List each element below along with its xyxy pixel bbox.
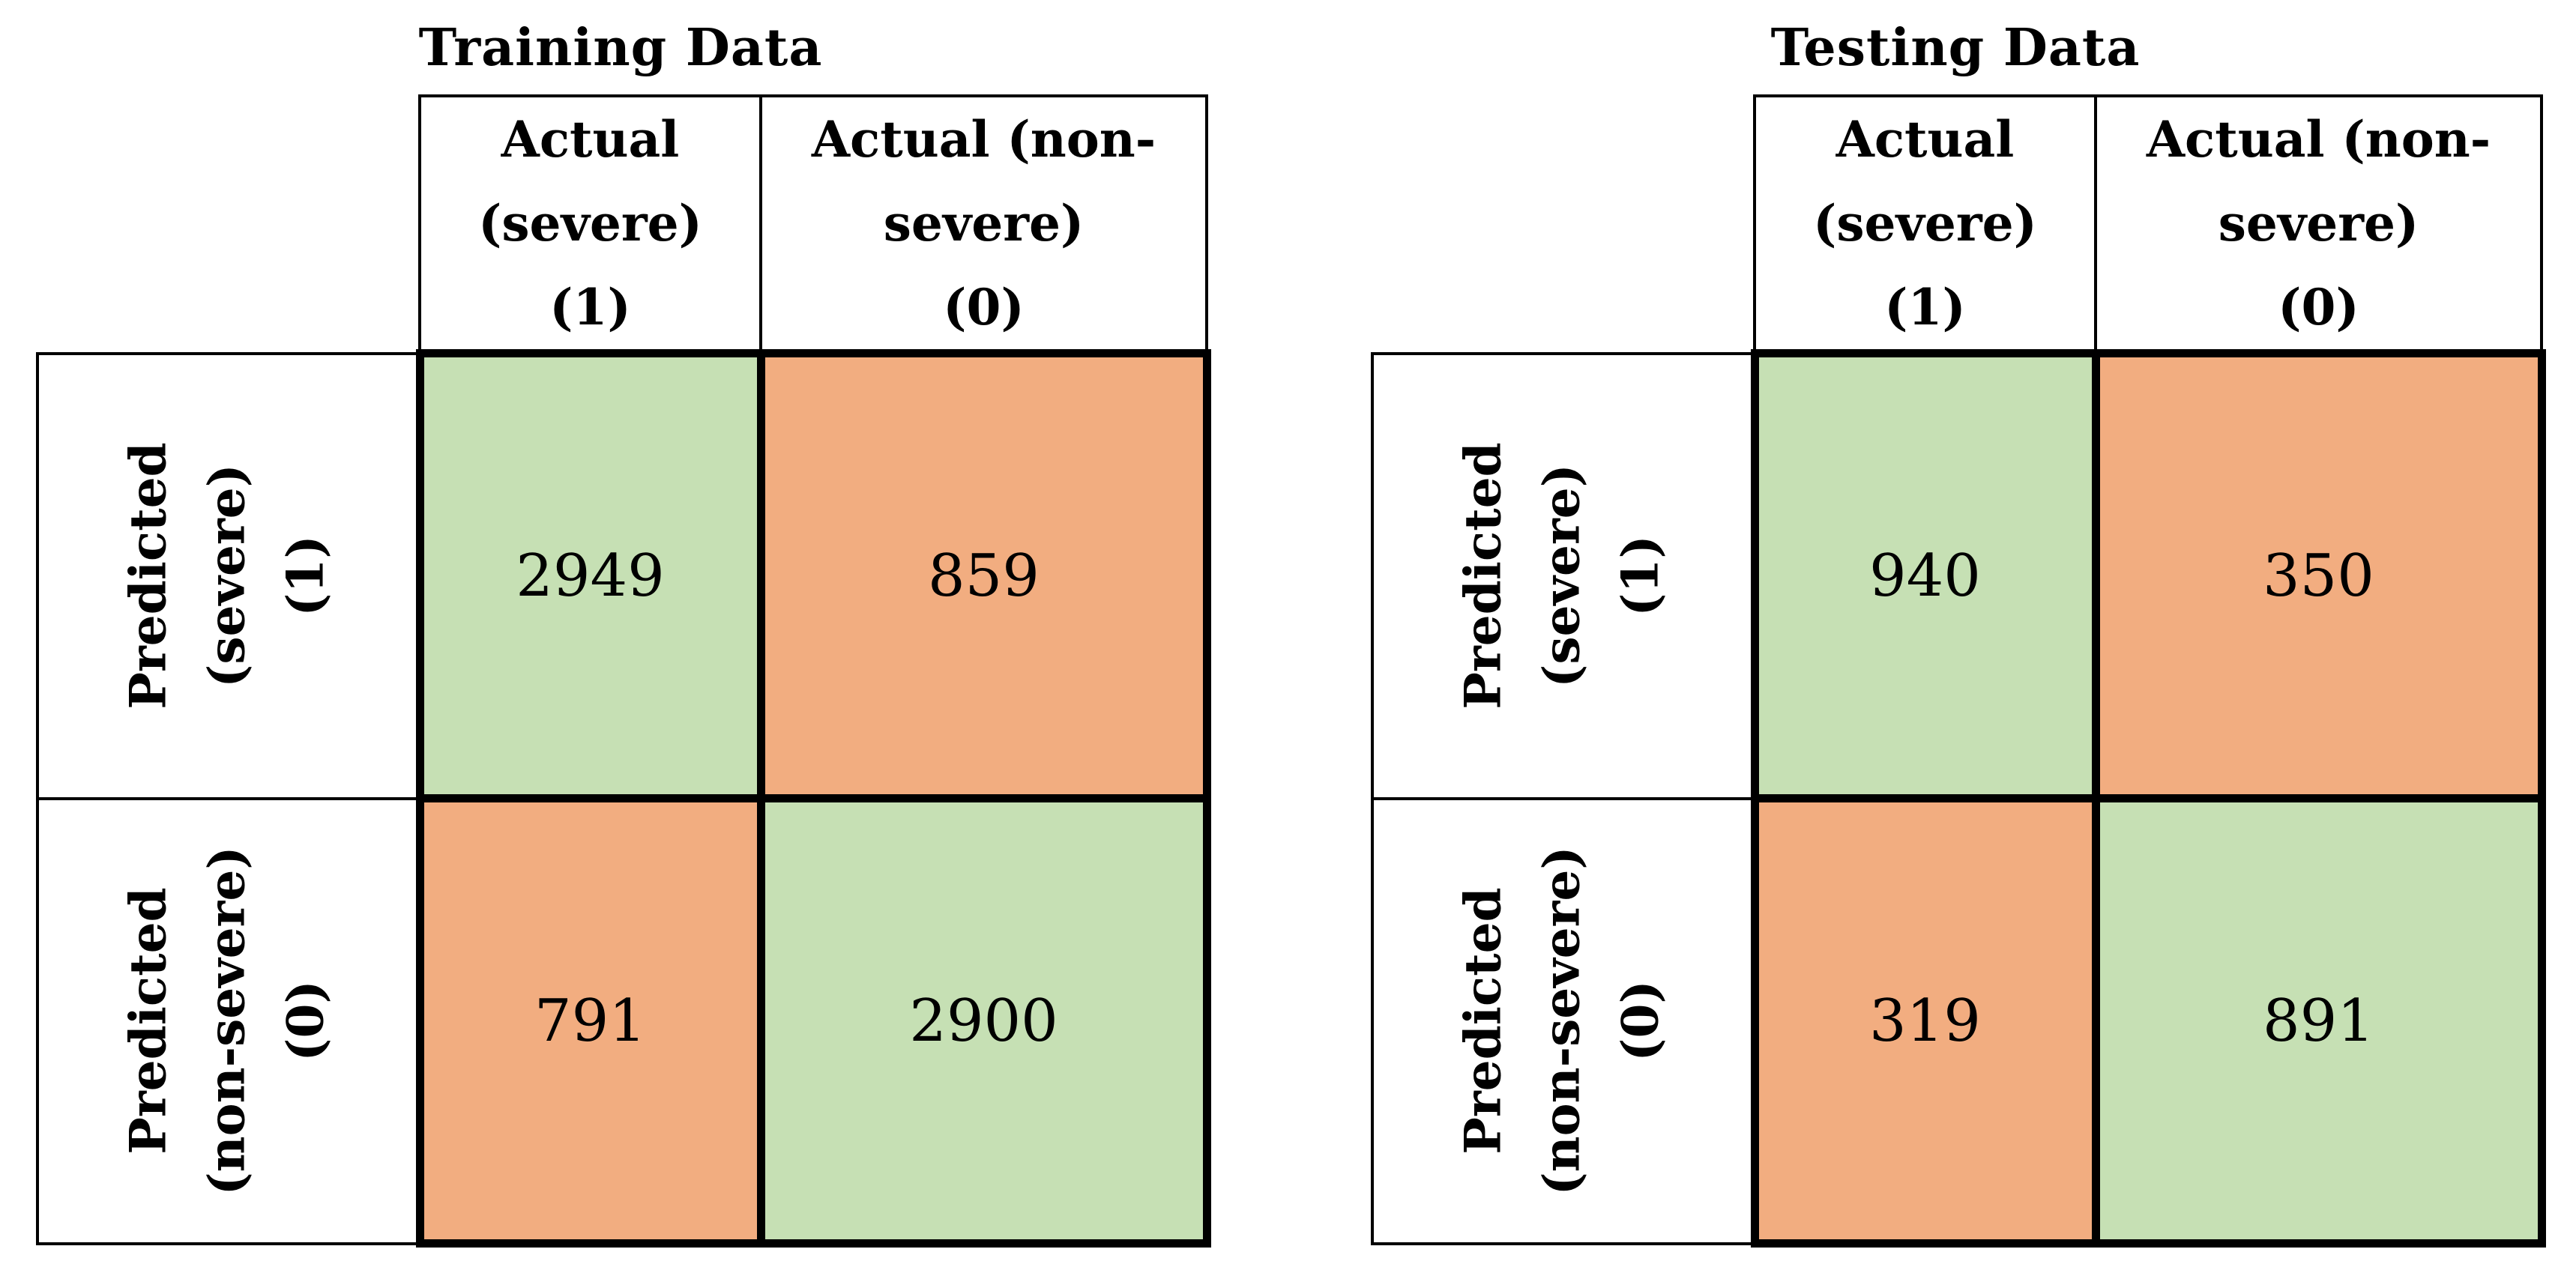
col-header-actual-non-severe: Actual (non- severe) (0) [2094,94,2543,355]
corner-spacer [1372,96,1755,354]
row-header-line: (non-severe) [1532,846,1591,1196]
rotated-label-wrapper: Predicted (non-severe) (0) [39,800,416,1242]
col-header-actual-severe: Actual (severe) (1) [1753,94,2097,355]
rotated-label-wrapper: Predicted (severe) (1) [39,355,416,797]
rotated-label: Predicted (non-severe) (0) [109,846,346,1195]
col-header-line: (0) [2278,278,2359,336]
cell-true-positive: 2949 [415,349,765,802]
cell-false-negative: 791 [415,794,765,1248]
col-header-actual-non-severe: Actual (non- severe) (0) [759,94,1208,355]
rotated-label-wrapper: Predicted (non-severe) (0) [1374,800,1751,1242]
col-header-actual-severe: Actual (severe) (1) [418,94,762,355]
col-header-line: severe) [2218,194,2419,253]
row-header-line: Predicted [118,442,178,710]
col-header-line: (1) [549,278,631,336]
row-header-line: Predicted [1453,887,1512,1155]
cell-false-positive: 350 [2091,349,2546,802]
col-header-line: Actual (non- [2146,110,2491,169]
row-header-line: (0) [276,980,335,1062]
cell-false-negative: 319 [1750,794,2100,1248]
col-header-line: Actual [1836,110,2015,169]
row-header-line: Predicted [1453,442,1512,710]
training-matrix-group: Training Data Actual (severe) (1) Actual… [36,13,1211,1270]
testing-matrix-group: Testing Data Actual (severe) (1) Actual … [1371,13,2546,1270]
matrix-title-training: Training Data [418,18,823,78]
row-header-line: (1) [1611,535,1670,617]
col-header-line: (0) [943,278,1025,336]
row-header-predicted-non-severe: Predicted (non-severe) (0) [36,796,421,1245]
row-header-predicted-severe: Predicted (severe) (1) [1371,351,1756,800]
cell-false-positive: 859 [756,349,1211,802]
row-header-line: (0) [1611,980,1670,1062]
cell-true-negative: 2900 [756,794,1211,1248]
corner-spacer [37,96,420,354]
col-header-line: (1) [1884,278,1966,336]
rotated-label: Predicted (severe) (1) [109,442,346,709]
row-header-line: (non-severe) [197,846,256,1196]
row-header-line: (1) [276,535,335,617]
testing-confusion-matrix: Actual (severe) (1) Actual (non- severe)… [1371,94,2546,1248]
matrix-title-testing: Testing Data [1770,18,2141,78]
cell-true-negative: 891 [2091,794,2546,1248]
row-header-predicted-severe: Predicted (severe) (1) [36,351,421,800]
row-header-line: (severe) [1532,464,1591,688]
col-header-line: (severe) [478,194,702,253]
cell-true-positive: 940 [1750,349,2100,802]
row-header-line: (severe) [197,464,256,688]
col-header-line: (severe) [1813,194,2037,253]
rotated-label: Predicted (non-severe) (0) [1444,846,1680,1195]
training-confusion-matrix: Actual (severe) (1) Actual (non- severe)… [36,94,1211,1248]
rotated-label-wrapper: Predicted (severe) (1) [1374,355,1751,797]
rotated-label: Predicted (severe) (1) [1444,442,1680,709]
col-header-line: Actual (non- [811,110,1156,169]
col-header-line: Actual [501,110,680,169]
row-header-predicted-non-severe: Predicted (non-severe) (0) [1371,796,1756,1245]
row-header-line: Predicted [118,887,178,1155]
col-header-line: severe) [883,194,1085,253]
